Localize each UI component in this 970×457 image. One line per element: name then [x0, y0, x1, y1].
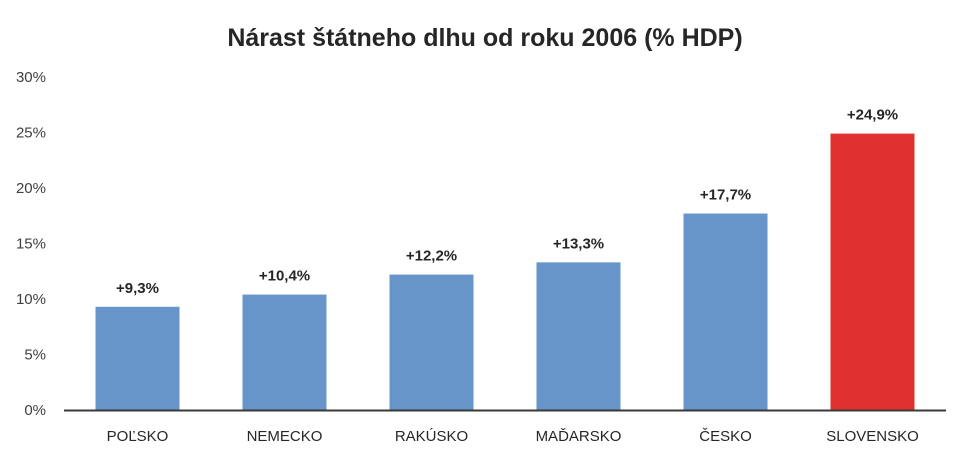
bar-value-label: +12,2% [406, 248, 457, 265]
y-tick-label: 15% [16, 236, 46, 253]
bar [242, 294, 327, 410]
bar-value-label: +9,3% [116, 280, 159, 297]
bar [830, 133, 915, 411]
data-labels: +9,3% +10,4% +12,2% +13,3% +17,7% +24,9% [116, 107, 898, 297]
y-tick-label: 10% [16, 291, 46, 308]
category-label: SLOVENSKO [826, 428, 919, 445]
bar-value-label: +10,4% [259, 268, 310, 285]
bar [683, 213, 768, 410]
category-label: MAĎARSKO [536, 428, 622, 445]
y-tick-label: 5% [24, 347, 46, 364]
bar [95, 306, 180, 410]
bar-value-label: +13,3% [553, 235, 604, 252]
category-label: RAKÚSKO [395, 428, 468, 445]
y-tick-label: 30% [16, 69, 46, 86]
y-tick-label: 25% [16, 125, 46, 142]
bar-value-label: +17,7% [700, 187, 751, 204]
y-tick-label: 0% [24, 402, 46, 419]
bar-value-label: +24,9% [847, 107, 898, 124]
category-label: ČESKO [699, 428, 752, 445]
bars [95, 133, 915, 411]
y-tick-label: 20% [16, 180, 46, 197]
category-labels: POĽSKO NEMECKO RAKÚSKO MAĎARSKO ČESKO SLOVENS… [107, 428, 919, 445]
bar [389, 274, 474, 410]
category-label: POĽSKO [107, 428, 169, 445]
category-label: NEMECKO [247, 428, 323, 445]
bar [536, 262, 621, 410]
chart-title: Nárast štátneho dlhu od roku 2006 (% HDP… [227, 24, 742, 52]
y-axis-ticks: 0% 5% 10% 15% 20% 25% 30% [16, 69, 46, 419]
